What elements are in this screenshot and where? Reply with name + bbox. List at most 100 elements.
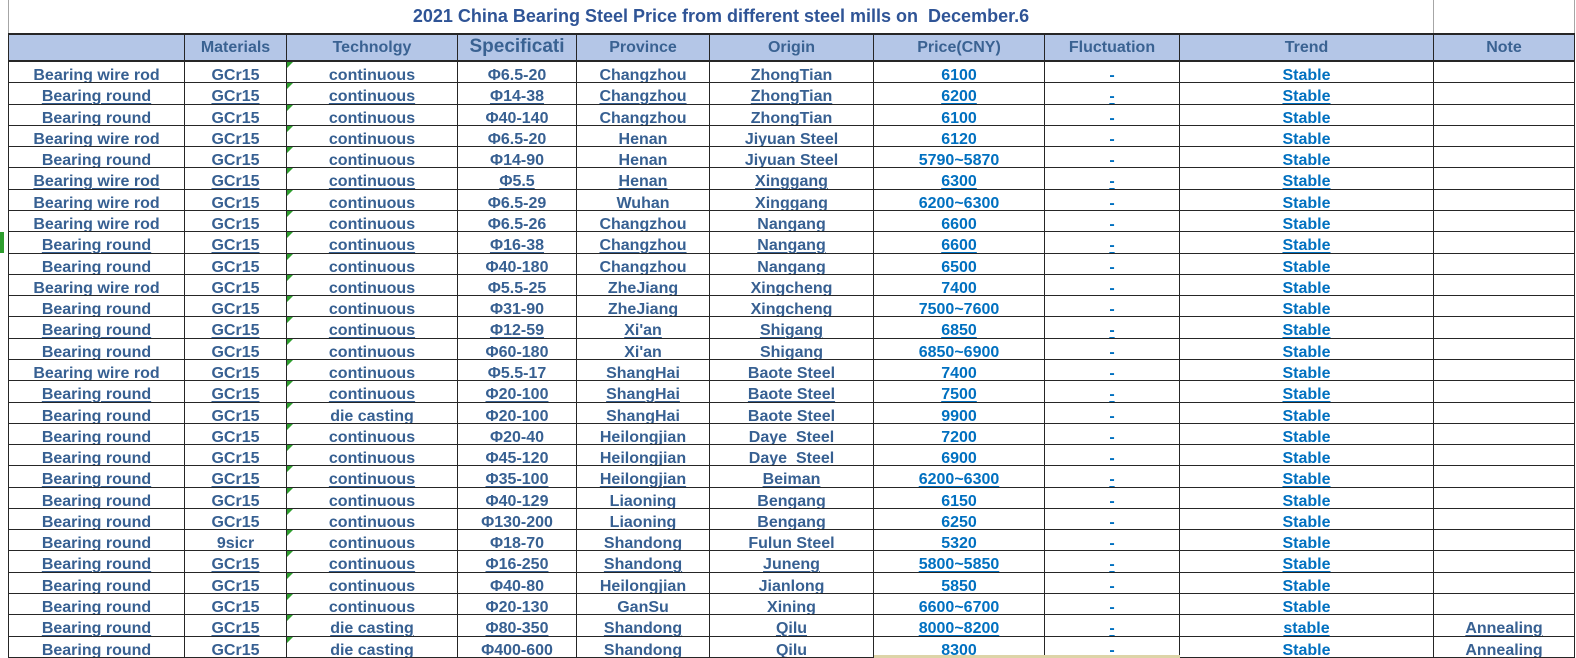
cell-fluctuation[interactable]: - xyxy=(1045,572,1180,595)
cell-fluctuation[interactable]: - xyxy=(1045,253,1180,275)
cell-province[interactable]: ShangHai xyxy=(577,359,710,382)
cell-product[interactable]: Bearing wire rod xyxy=(8,359,185,382)
cell-product[interactable]: Bearing round xyxy=(8,572,185,595)
cell-product[interactable]: Bearing wire rod xyxy=(8,125,185,148)
cell-specification[interactable]: Φ40-129 xyxy=(458,487,577,509)
cell-province[interactable]: Heilongjian xyxy=(577,423,710,446)
cell-province[interactable]: Xi'an xyxy=(577,338,710,360)
cell-province[interactable]: Xi'an xyxy=(577,317,710,339)
cell-trend[interactable]: Stable xyxy=(1180,125,1434,148)
cell-trend[interactable]: Stable xyxy=(1180,338,1434,360)
cell-materials[interactable]: GCr15 xyxy=(185,636,287,658)
cell-technology[interactable]: die casting xyxy=(287,402,458,424)
cell-technology[interactable]: die casting xyxy=(287,615,458,637)
cell-note[interactable] xyxy=(1434,210,1575,233)
cell-origin[interactable]: Nangang xyxy=(710,210,874,233)
cell-origin[interactable]: Xining xyxy=(710,594,874,616)
cell-product[interactable]: Bearing wire rod xyxy=(8,210,185,233)
cell-price[interactable]: 8000~8200 xyxy=(874,615,1045,637)
cell-trend[interactable]: stable xyxy=(1180,615,1434,637)
cell-trend[interactable]: Stable xyxy=(1180,572,1434,595)
cell-price[interactable]: 6300 xyxy=(874,168,1045,190)
cell-trend[interactable]: Stable xyxy=(1180,402,1434,424)
cell-trend[interactable]: Stable xyxy=(1180,317,1434,339)
cell-technology[interactable]: continuous xyxy=(287,317,458,339)
table-title-cell[interactable]: 2021 China Bearing Steel Price from diff… xyxy=(8,0,1434,33)
cell-origin[interactable]: Juneng xyxy=(710,551,874,573)
cell-province[interactable]: Liaoning xyxy=(577,508,710,531)
cell-product[interactable]: Bearing wire rod xyxy=(8,168,185,190)
cell-materials[interactable]: GCr15 xyxy=(185,508,287,531)
cell-price[interactable]: 7200 xyxy=(874,423,1045,446)
cell-note[interactable] xyxy=(1434,508,1575,531)
cell-province[interactable]: Wuhan xyxy=(577,189,710,211)
cell-specification[interactable]: Φ16-250 xyxy=(458,551,577,573)
cell-technology[interactable]: continuous xyxy=(287,487,458,509)
cell-materials[interactable]: GCr15 xyxy=(185,551,287,573)
cell-product[interactable]: Bearing round xyxy=(8,551,185,573)
cell-origin[interactable]: Nangang xyxy=(710,232,874,254)
cell-materials[interactable]: GCr15 xyxy=(185,274,287,297)
cell-price[interactable]: 5850 xyxy=(874,572,1045,595)
cell-product[interactable]: Bearing round xyxy=(8,423,185,446)
cell-trend[interactable]: Stable xyxy=(1180,296,1434,318)
cell-technology[interactable]: continuous xyxy=(287,572,458,595)
cell-origin[interactable]: Shigang xyxy=(710,338,874,360)
cell-technology[interactable]: continuous xyxy=(287,423,458,446)
cell-price[interactable]: 6200~6300 xyxy=(874,466,1045,488)
cell-specification[interactable]: Φ6.5-29 xyxy=(458,189,577,211)
cell-technology[interactable]: continuous xyxy=(287,125,458,148)
cell-province[interactable]: ShangHai xyxy=(577,381,710,403)
cell-origin[interactable]: Jianlong xyxy=(710,572,874,595)
cell-province[interactable]: Shandong xyxy=(577,530,710,552)
cell-materials[interactable]: GCr15 xyxy=(185,62,287,84)
cell-price[interactable]: 5800~5850 xyxy=(874,551,1045,573)
cell-trend[interactable]: Stable xyxy=(1180,189,1434,211)
cell-fluctuation[interactable]: - xyxy=(1045,104,1180,126)
cell-materials[interactable]: GCr15 xyxy=(185,83,287,105)
cell-technology[interactable]: continuous xyxy=(287,296,458,318)
cell-fluctuation[interactable]: - xyxy=(1045,296,1180,318)
cell-note[interactable] xyxy=(1434,551,1575,573)
cell-materials[interactable]: GCr15 xyxy=(185,338,287,360)
cell-product[interactable]: Bearing round xyxy=(8,317,185,339)
cell-product[interactable]: Bearing round xyxy=(8,253,185,275)
cell-technology[interactable]: continuous xyxy=(287,445,458,467)
cell-note[interactable] xyxy=(1434,274,1575,297)
cell-product[interactable]: Bearing round xyxy=(8,402,185,424)
cell-trend[interactable]: Stable xyxy=(1180,530,1434,552)
cell-fluctuation[interactable]: - xyxy=(1045,551,1180,573)
cell-product[interactable]: Bearing wire rod xyxy=(8,274,185,297)
cell-note[interactable] xyxy=(1434,253,1575,275)
cell-technology[interactable]: continuous xyxy=(287,466,458,488)
cell-materials[interactable]: GCr15 xyxy=(185,232,287,254)
cell-product[interactable]: Bearing round xyxy=(8,445,185,467)
cell-materials[interactable]: GCr15 xyxy=(185,147,287,169)
cell-specification[interactable]: Φ16-38 xyxy=(458,232,577,254)
cell-product[interactable]: Bearing round xyxy=(8,147,185,169)
cell-fluctuation[interactable]: - xyxy=(1045,83,1180,105)
cell-origin[interactable]: ZhongTian xyxy=(710,62,874,84)
cell-note[interactable] xyxy=(1434,466,1575,488)
cell-fluctuation[interactable]: - xyxy=(1045,317,1180,339)
cell-product[interactable]: Bearing round xyxy=(8,232,185,254)
cell-fluctuation[interactable]: - xyxy=(1045,359,1180,382)
cell-origin[interactable]: Baote Steel xyxy=(710,381,874,403)
cell-origin[interactable]: Daye Steel xyxy=(710,445,874,467)
cell-price[interactable]: 6100 xyxy=(874,62,1045,84)
cell-price[interactable]: 6150 xyxy=(874,487,1045,509)
cell-technology[interactable]: continuous xyxy=(287,274,458,297)
cell-materials[interactable]: GCr15 xyxy=(185,423,287,446)
cell-materials[interactable]: GCr15 xyxy=(185,615,287,637)
cell-specification[interactable]: Φ5.5 xyxy=(458,168,577,190)
cell-origin[interactable]: Jiyuan Steel xyxy=(710,125,874,148)
header-technology[interactable]: Technolgy xyxy=(287,33,458,62)
cell-note[interactable] xyxy=(1434,104,1575,126)
cell-price[interactable]: 5320 xyxy=(874,530,1045,552)
cell-specification[interactable]: Φ6.5-26 xyxy=(458,210,577,233)
cell-specification[interactable]: Φ5.5-25 xyxy=(458,274,577,297)
title-right-empty-cell[interactable] xyxy=(1434,0,1575,33)
cell-origin[interactable]: Xinggang xyxy=(710,168,874,190)
cell-product[interactable]: Bearing round xyxy=(8,466,185,488)
cell-specification[interactable]: Φ60-180 xyxy=(458,338,577,360)
